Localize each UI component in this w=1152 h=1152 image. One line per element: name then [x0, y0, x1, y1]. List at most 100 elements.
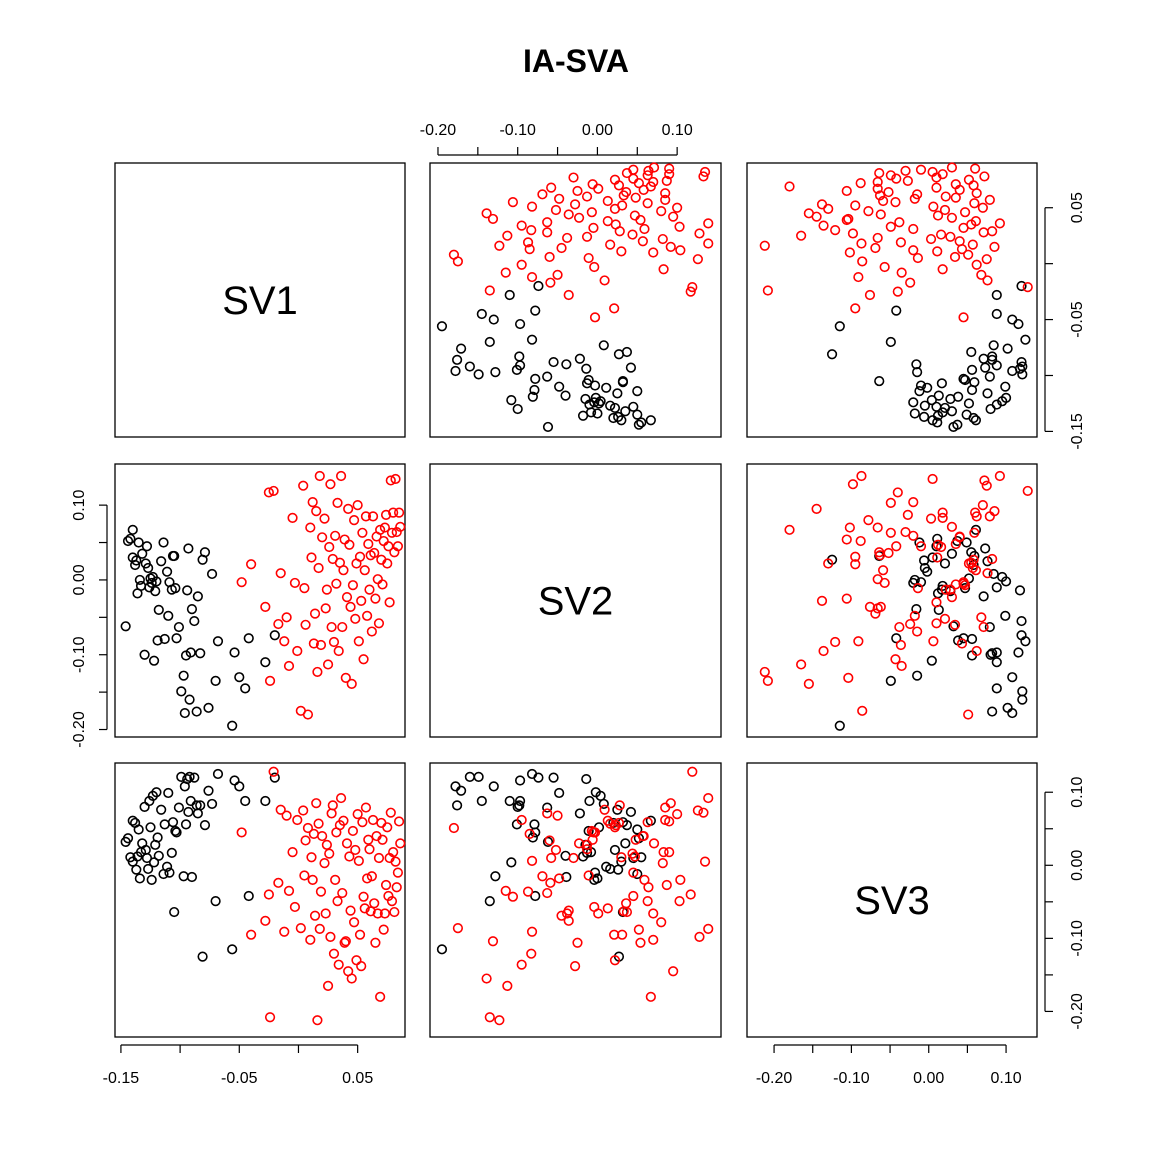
data-point [550, 204, 562, 216]
data-point [264, 1012, 276, 1023]
diagonal-label-SV1: SV1 [222, 279, 298, 323]
data-point [573, 212, 585, 223]
data-point [931, 401, 942, 412]
data-point [436, 321, 448, 332]
data-point [648, 176, 659, 188]
data-point [658, 264, 669, 275]
data-point [548, 356, 559, 368]
data-point [339, 937, 350, 948]
data-point [803, 208, 814, 219]
data-point [542, 227, 553, 238]
data-point [166, 847, 177, 858]
data-point [146, 577, 157, 589]
data-point [450, 365, 461, 377]
data-point [580, 393, 591, 405]
data-point [473, 369, 484, 380]
data-point [926, 394, 937, 406]
data-point [306, 552, 317, 563]
data-point [609, 402, 621, 414]
data-point [516, 259, 527, 270]
data-point [642, 198, 653, 209]
data-point [949, 251, 961, 263]
data-point [870, 608, 881, 619]
data-point [834, 321, 845, 332]
data-point [932, 539, 944, 550]
data-point [212, 636, 224, 647]
data-point [152, 832, 163, 843]
data-point [179, 707, 190, 719]
data-point [1002, 343, 1013, 354]
data-point [354, 929, 366, 940]
data-point [970, 163, 981, 174]
data-point [759, 240, 770, 251]
data-point [372, 574, 383, 585]
data-point [359, 903, 370, 914]
data-point [464, 361, 475, 372]
data-point [384, 597, 395, 608]
data-point [988, 568, 999, 580]
data-point [915, 577, 927, 588]
data-point [970, 415, 982, 426]
data-point [317, 532, 328, 543]
data-point [183, 543, 194, 554]
data-point [583, 825, 594, 837]
data-point [950, 579, 961, 590]
data-point [991, 582, 1002, 593]
data-point [139, 801, 150, 812]
data-point [350, 844, 361, 856]
bottom-axis-tick-label: 0.10 [990, 1070, 1021, 1087]
data-point [309, 910, 321, 921]
data-point [554, 381, 565, 392]
data-point [186, 871, 198, 883]
data-point [122, 833, 134, 844]
data-point [958, 312, 969, 323]
chart-title: IA-SVA [523, 43, 629, 79]
data-point [1022, 485, 1033, 497]
data-point [364, 844, 375, 855]
data-point [322, 659, 334, 670]
data-point [970, 565, 982, 576]
data-point [530, 827, 541, 838]
data-point [341, 838, 353, 849]
data-point [648, 162, 660, 173]
data-point [321, 839, 332, 850]
data-point [608, 412, 619, 424]
data-point [915, 164, 927, 175]
data-point [163, 610, 174, 621]
data-point [699, 166, 711, 178]
data-point [633, 924, 644, 935]
data-point [484, 1012, 495, 1023]
data-point [526, 948, 537, 959]
data-point [151, 787, 162, 798]
data-point [210, 675, 221, 687]
data-point [958, 373, 969, 384]
data-point [602, 903, 613, 914]
data-point [393, 507, 405, 518]
data-point [692, 254, 703, 265]
data-point [940, 191, 951, 202]
data-point [533, 280, 544, 292]
data-point [602, 815, 613, 826]
data-point [363, 538, 374, 550]
data-point [1022, 282, 1033, 293]
data-point [516, 959, 527, 970]
data-point [987, 226, 998, 237]
data-point [386, 527, 398, 538]
data-point [945, 231, 956, 242]
data-point [325, 479, 336, 490]
data-point [927, 166, 938, 178]
data-point [981, 254, 992, 265]
data-point [982, 388, 993, 399]
data-point [152, 635, 163, 646]
data-point [971, 259, 982, 270]
data-point [390, 856, 401, 867]
data-point [759, 666, 770, 678]
data-point [841, 214, 852, 226]
data-point [987, 706, 998, 717]
data-point [526, 334, 538, 345]
data-point [982, 568, 993, 579]
data-point [514, 351, 525, 362]
data-point [314, 923, 325, 934]
data-point [570, 199, 581, 210]
